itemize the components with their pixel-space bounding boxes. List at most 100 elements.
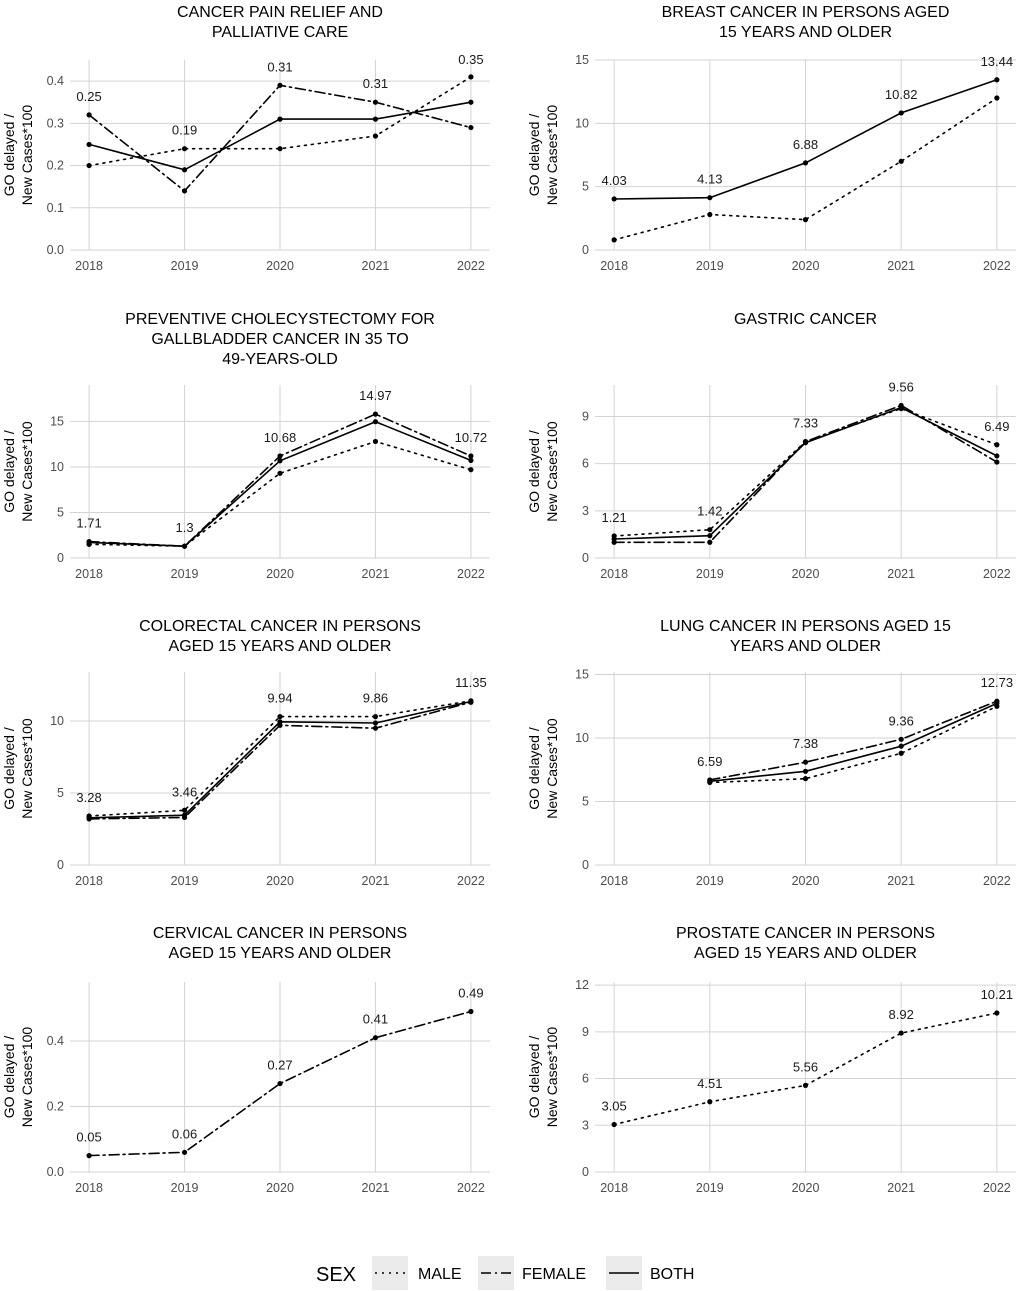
y-tick-label: 15: [50, 414, 64, 428]
series-line-male: [88, 76, 472, 167]
data-point-female: [802, 759, 809, 765]
data-point-both: [181, 812, 188, 818]
x-tick-label: 2018: [75, 1181, 103, 1195]
data-label: 3.46: [172, 784, 197, 799]
y-axis-label-line: New Cases*100: [19, 1027, 35, 1128]
legend-label-female: FEMALE: [522, 1266, 586, 1283]
x-tick-label: 2018: [600, 567, 628, 581]
chart-panel-1: CANCER PAIN RELIEF AND PALLIATIVE CARE 0.0…: [1, 4, 490, 273]
data-label: 6.59: [697, 754, 722, 769]
data-point-both: [707, 778, 713, 784]
data-point-both: [802, 160, 809, 166]
x-tick-label: 2022: [983, 1181, 1011, 1195]
data-label: 9.56: [889, 379, 914, 394]
y-tick-label: 9: [582, 1025, 589, 1039]
data-point-male: [802, 1082, 809, 1089]
x-tick-label: 2022: [457, 259, 485, 273]
data-point-male: [611, 237, 617, 243]
x-tick-label: 2022: [457, 874, 485, 888]
data-point-male: [372, 714, 379, 720]
data-point-both: [468, 99, 474, 105]
chart-title-line: CANCER PAIN RELIEF AND: [177, 4, 383, 21]
data-point-male: [994, 1010, 1000, 1016]
y-tick-label: 9: [582, 409, 589, 423]
y-axis-label-line: GO delayed /: [526, 114, 542, 197]
data-point-female: [707, 539, 713, 545]
x-tick-label: 2019: [696, 259, 724, 273]
data-label: 6.49: [984, 419, 1009, 434]
chart-panel-4: GASTRIC CANCER 0 3 6 9 2018 2019 2020 2021 2022 GO…: [526, 311, 1016, 581]
data-label: 6.88: [793, 137, 818, 152]
chart-panel-8: PROSTATE CANCER IN PERSONS AGED 15 YEARS …: [526, 925, 1016, 1195]
x-tick-label: 2022: [983, 259, 1011, 273]
data-label: 1.71: [76, 516, 101, 531]
data-point-both: [277, 116, 283, 122]
x-tick-label: 2020: [792, 567, 820, 581]
chart-title-line: AGED 15 YEARS AND OLDER: [694, 945, 917, 962]
data-point-female: [277, 1080, 283, 1087]
chart-title-line: AGED 15 YEARS AND OLDER: [169, 638, 392, 655]
data-point-both: [86, 141, 92, 148]
data-point-both: [277, 719, 283, 725]
data-point-female: [372, 725, 379, 731]
data-point-both: [611, 196, 617, 202]
legend-label-male: MALE: [418, 1266, 462, 1283]
y-tick-label: 5: [57, 505, 64, 519]
x-tick-label: 2018: [75, 567, 103, 581]
data-label: 0.31: [267, 59, 292, 74]
data-label: 0.41: [363, 1012, 388, 1027]
x-tick-label: 2020: [266, 874, 294, 888]
data-point-male: [181, 807, 188, 813]
legend-label-both: BOTH: [650, 1266, 694, 1283]
data-point-both: [898, 405, 904, 411]
x-tick-label: 2022: [457, 567, 485, 581]
data-label: 10.72: [455, 430, 488, 445]
data-label: 0.19: [172, 123, 197, 138]
data-point-female: [468, 1008, 474, 1015]
series-line-female: [88, 1010, 472, 1157]
y-axis-label-line: GO delayed /: [1, 114, 17, 197]
y-tick-label: 0: [57, 858, 64, 872]
y-tick-label: 0: [57, 551, 64, 565]
y-tick-label: 6: [582, 457, 589, 471]
data-point-both: [372, 419, 379, 425]
y-axis-label-line: GO delayed /: [1, 430, 17, 513]
data-point-female: [181, 188, 188, 194]
x-tick-label: 2022: [457, 1181, 485, 1195]
data-label: 4.51: [697, 1076, 722, 1091]
data-point-male: [468, 467, 474, 473]
data-label: 5.56: [793, 1059, 818, 1074]
data-label: 0.05: [76, 1130, 101, 1145]
y-tick-label: 15: [575, 53, 589, 67]
x-tick-label: 2021: [887, 1181, 915, 1195]
y-axis-label-line: New Cases*100: [544, 421, 560, 522]
data-point-both: [802, 768, 809, 774]
data-label: 12.73: [981, 675, 1014, 690]
x-tick-label: 2019: [171, 567, 199, 581]
data-point-both: [372, 720, 379, 726]
y-tick-label: 0: [582, 551, 589, 565]
data-point-both: [994, 77, 1000, 83]
data-point-male: [277, 470, 283, 476]
chart-panel-6: LUNG CANCER IN PERSONS AGED 15 YEARS AND …: [526, 618, 1016, 888]
data-point-both: [277, 458, 283, 464]
y-tick-label: 0.2: [47, 159, 64, 173]
x-tick-label: 2021: [887, 567, 915, 581]
y-tick-label: 0.2: [47, 1099, 64, 1113]
chart-panel-5: COLORECTAL CANCER IN PERSONS AGED 15 YEAR…: [1, 618, 490, 888]
x-tick-label: 2019: [171, 1181, 199, 1195]
y-axis-label-line: New Cases*100: [544, 1027, 560, 1128]
chart-title-line: PREVENTIVE CHOLECYSTECTOMY FOR: [125, 311, 435, 328]
y-axis-label-line: GO delayed /: [526, 727, 542, 810]
data-label: 8.92: [889, 1007, 914, 1022]
y-tick-label: 15: [575, 668, 589, 682]
data-label: 11.35: [455, 675, 487, 690]
chart-title-line: PALLIATIVE CARE: [212, 24, 348, 41]
y-tick-label: 0.4: [47, 74, 64, 88]
y-tick-label: 5: [57, 786, 64, 800]
data-point-male: [181, 146, 188, 152]
data-point-female: [277, 82, 283, 88]
data-point-both: [994, 453, 1000, 459]
chart-panel-2: BREAST CANCER IN PERSONS AGED 15 YEARS AN…: [526, 4, 1016, 273]
